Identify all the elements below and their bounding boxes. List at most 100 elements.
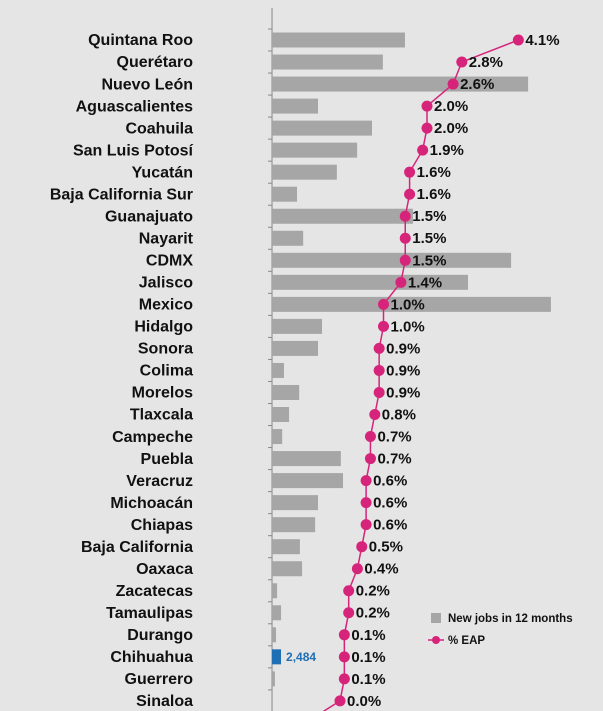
line-point — [378, 320, 389, 332]
bar — [272, 362, 284, 378]
bar — [272, 627, 277, 643]
line-value-label: 0.8% — [382, 406, 416, 423]
category-label: Coahuila — [125, 120, 193, 137]
line-point — [338, 673, 350, 685]
bar — [272, 252, 512, 268]
line-point — [404, 166, 416, 178]
line-point — [338, 651, 350, 663]
bar — [272, 296, 551, 312]
legend-label: New jobs in 12 months — [448, 613, 573, 625]
line-point — [417, 144, 429, 156]
line-point — [399, 232, 411, 244]
line-point — [364, 453, 376, 465]
line-value-label: 2.8% — [469, 54, 503, 71]
line-point — [373, 342, 385, 354]
line-value-label: 0.1% — [351, 671, 385, 688]
line-value-label: 2.6% — [460, 76, 494, 93]
line-value-label: 1.0% — [391, 318, 425, 335]
category-label: Veracruz — [126, 473, 193, 490]
category-label: Puebla — [141, 451, 194, 468]
bar — [272, 451, 341, 467]
line-value-label: 0.0% — [347, 693, 381, 710]
line-point — [360, 519, 372, 531]
category-label: Campeche — [112, 429, 193, 446]
bar — [272, 649, 282, 665]
line-point — [369, 409, 381, 421]
line-value-label: 0.9% — [386, 384, 420, 401]
bar — [272, 142, 358, 158]
line-value-label: 1.0% — [391, 296, 425, 313]
line-value-label: 1.5% — [412, 230, 446, 247]
bar — [272, 208, 413, 224]
line-point — [351, 563, 363, 575]
bar — [272, 54, 383, 70]
category-label: Guanajuato — [105, 208, 193, 225]
line-value-label: 1.6% — [417, 164, 451, 181]
category-label: Jalisco — [139, 275, 193, 292]
legend-swatch — [432, 636, 440, 644]
bar — [272, 495, 319, 511]
line-point — [395, 276, 407, 288]
line-value-label: 0.9% — [386, 340, 420, 357]
line-value-label: 0.6% — [373, 495, 407, 512]
line-value-label: 1.4% — [408, 274, 442, 291]
bar — [272, 164, 337, 180]
line-point — [338, 629, 350, 641]
bar — [272, 274, 468, 290]
category-label: Sinaloa — [136, 693, 193, 710]
line-point — [364, 431, 376, 443]
line-point — [373, 386, 385, 398]
line-point — [360, 497, 372, 509]
bar — [272, 186, 298, 202]
bar — [272, 384, 300, 400]
category-label: San Luis Potosí — [73, 142, 194, 159]
category-label: Aguascalientes — [76, 98, 193, 115]
category-label: Guerrero — [125, 671, 194, 688]
line-value-label: 1.9% — [430, 142, 464, 159]
line-value-label: 4.1% — [525, 32, 559, 49]
category-label: Colima — [140, 363, 193, 380]
line-point — [447, 78, 459, 90]
line-value-label: 2.0% — [434, 120, 468, 137]
legend-swatch — [431, 613, 441, 623]
bar — [272, 340, 319, 356]
legend-label: % EAP — [448, 635, 485, 647]
category-label: Yucatán — [132, 164, 193, 181]
line-value-label: 1.5% — [412, 252, 446, 269]
category-label: Chihuahua — [110, 649, 193, 666]
category-label: Tlaxcala — [130, 407, 193, 424]
bar — [272, 32, 405, 48]
line-value-label: 1.6% — [417, 186, 451, 203]
category-label: Hidalgo — [134, 319, 193, 336]
line-point — [334, 695, 346, 707]
line-point — [399, 210, 411, 222]
bar-value-label: 2,484 — [286, 650, 316, 664]
bar — [272, 318, 323, 334]
category-label: Oaxaca — [136, 561, 193, 578]
line-point — [378, 298, 389, 310]
line-point — [360, 475, 372, 487]
line-value-label: 0.4% — [364, 561, 398, 578]
bar — [272, 407, 290, 423]
category-label: CDMX — [146, 253, 193, 270]
category-label: Quintana Roo — [88, 32, 193, 49]
bar — [272, 230, 304, 246]
bar — [272, 98, 319, 114]
line-point — [356, 541, 368, 553]
line-point — [399, 254, 411, 266]
category-label: Mexico — [139, 297, 193, 314]
category-label: Sonora — [138, 341, 193, 358]
category-label: Durango — [127, 627, 193, 644]
line-value-label: 0.6% — [373, 517, 407, 534]
bar — [272, 429, 283, 445]
bar — [272, 539, 300, 555]
line-value-label: 0.1% — [351, 627, 385, 644]
bar — [272, 605, 282, 621]
bar — [272, 561, 303, 577]
category-label: Morelos — [132, 385, 193, 402]
line-point — [343, 607, 355, 619]
line-point — [456, 56, 468, 68]
line-value-label: 0.9% — [386, 362, 420, 379]
bar — [272, 583, 278, 599]
